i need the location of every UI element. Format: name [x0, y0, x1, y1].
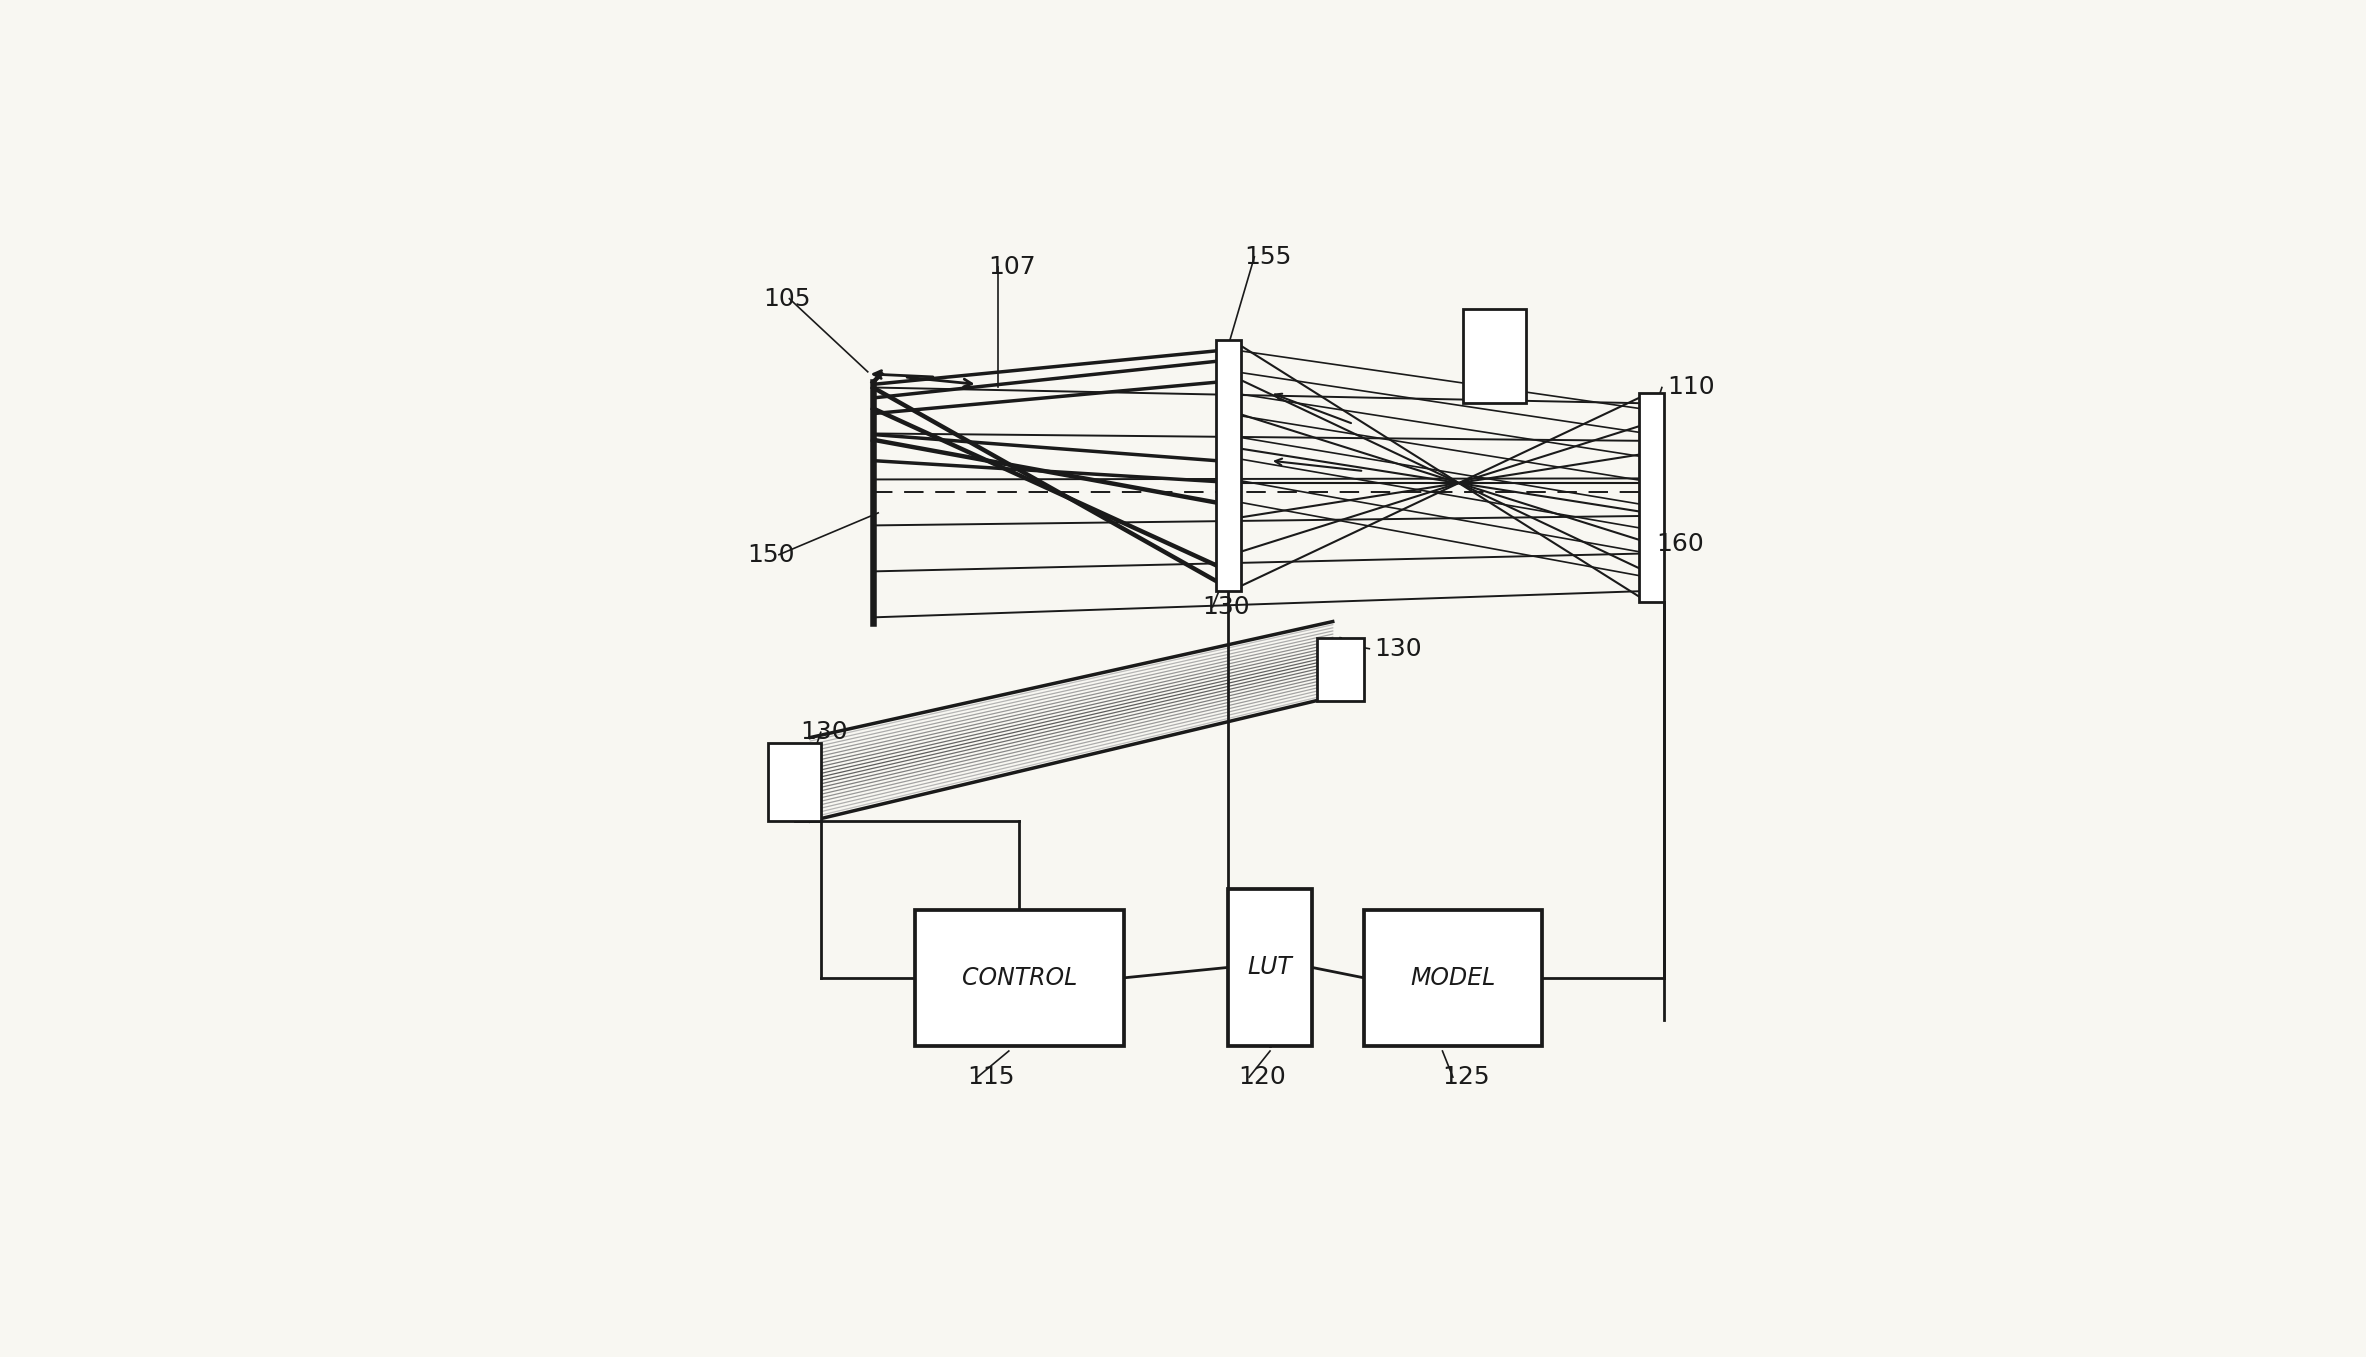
Bar: [769, 742, 821, 821]
Text: 150: 150: [748, 543, 795, 567]
Text: 130: 130: [1375, 636, 1422, 661]
Text: LUT: LUT: [1247, 955, 1292, 980]
Text: 160: 160: [1656, 532, 1704, 556]
Bar: [1640, 392, 1663, 601]
Bar: [916, 911, 1124, 1046]
Text: MODEL: MODEL: [1410, 966, 1495, 989]
Text: 115: 115: [968, 1065, 1015, 1090]
Text: CONTROL: CONTROL: [961, 966, 1077, 989]
Bar: [1365, 911, 1543, 1046]
Text: 155: 155: [1245, 244, 1292, 269]
Bar: [1318, 638, 1365, 702]
Text: 107: 107: [989, 255, 1036, 280]
Text: 120: 120: [1240, 1065, 1287, 1090]
Text: 105: 105: [764, 286, 812, 311]
Text: 110: 110: [1668, 376, 1715, 399]
Text: 130: 130: [1202, 594, 1249, 619]
Bar: [1228, 889, 1311, 1046]
Bar: [1462, 309, 1526, 403]
Text: 130: 130: [800, 721, 847, 744]
Bar: [1216, 341, 1240, 592]
Text: 125: 125: [1443, 1065, 1491, 1090]
